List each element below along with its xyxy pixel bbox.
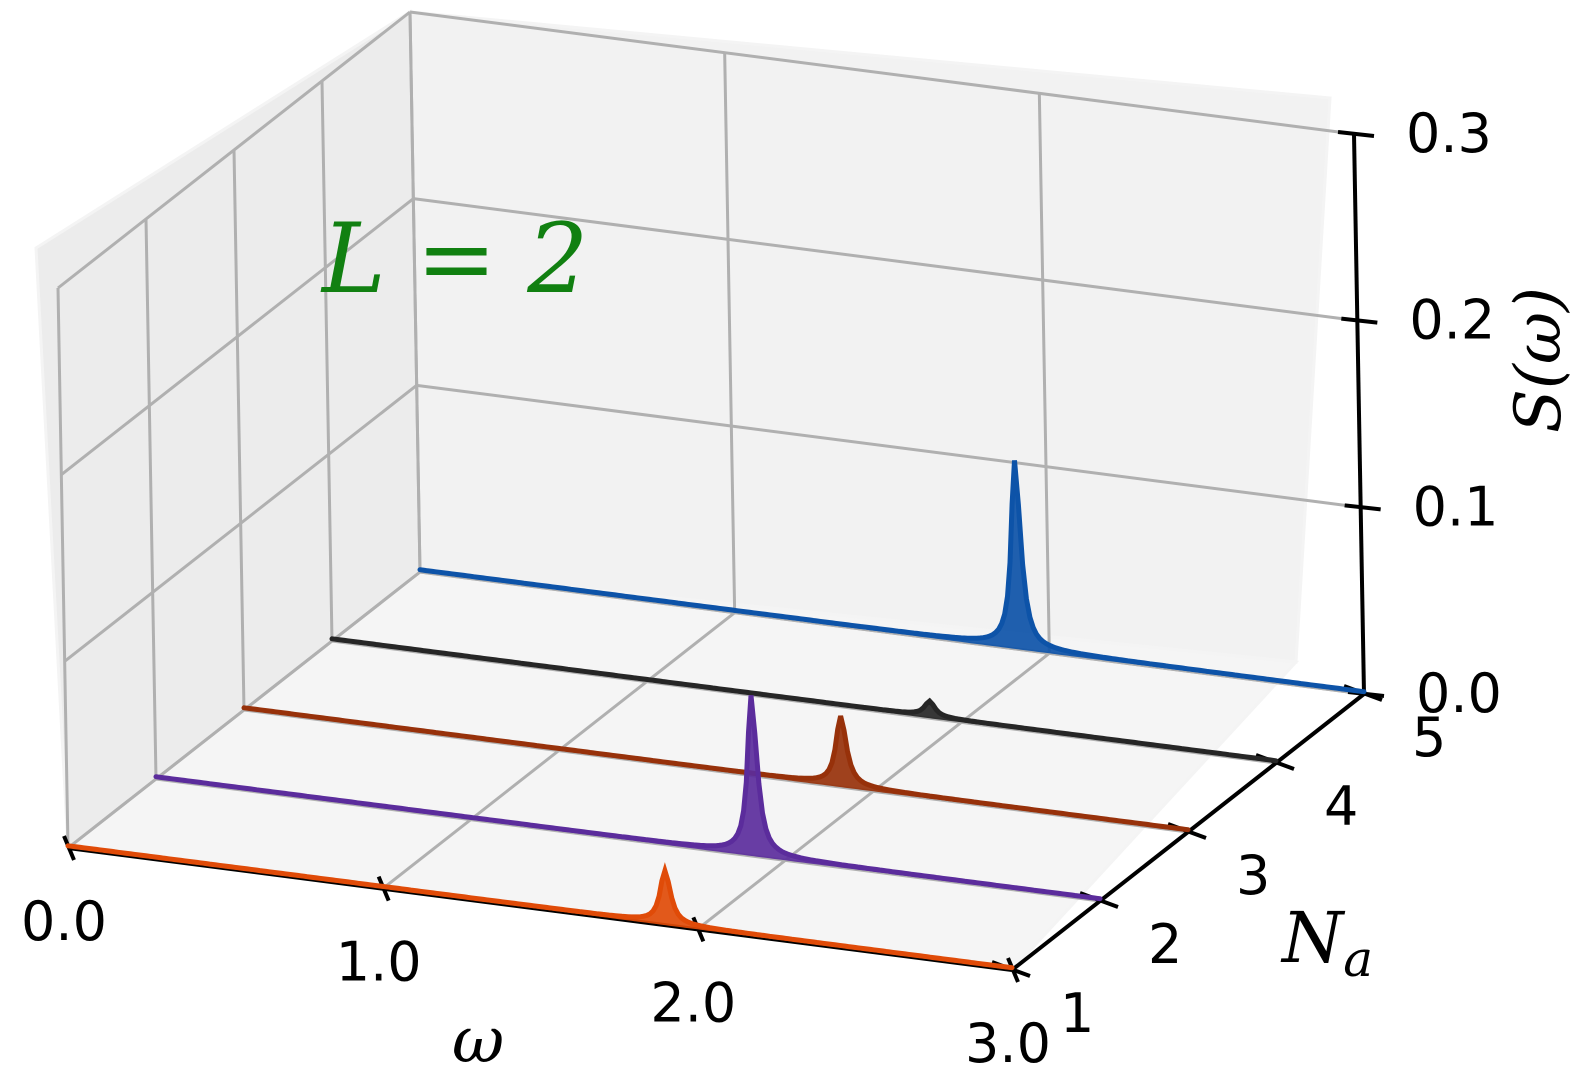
grid-left-z (60, 197, 415, 476)
back-wall (408, 10, 1332, 664)
z-tick-label: 0.2 (1409, 289, 1495, 352)
x-tick-label: 3.0 (965, 1012, 1051, 1074)
grid-back-x (1037, 93, 1051, 654)
z-tick-label: 0.0 (1416, 662, 1502, 725)
z-axis-label: S(ω) (1502, 287, 1576, 433)
x-tick-label: 0.0 (21, 890, 107, 953)
grid-left-z (57, 10, 411, 290)
grid-back-z (416, 383, 1361, 509)
y-tick-label: 5 (1412, 706, 1446, 769)
z-tick-mark (1341, 316, 1378, 325)
series-line-na-4 (329, 636, 1279, 764)
grid-left-y (408, 11, 422, 573)
y-tick-label: 3 (1236, 844, 1270, 907)
y-axis-label: Na (1280, 897, 1373, 988)
grid-left-z (63, 384, 418, 663)
z-tick-mark (1344, 503, 1381, 512)
grid-left-y (144, 218, 158, 780)
y-tick-label: 4 (1324, 775, 1358, 838)
y-axis-label-sub: a (1343, 930, 1373, 988)
grid-back-x (723, 52, 737, 613)
series-line-na-3 (241, 705, 1191, 833)
series-line-na-2 (153, 695, 1103, 902)
z-tick-label: 0.3 (1406, 102, 1492, 165)
x-tick-label: 2.0 (650, 971, 736, 1034)
z-axis-line (1352, 133, 1366, 695)
z-tick-mark (1337, 130, 1375, 138)
grid-left-y (232, 149, 246, 711)
series-line-na-5 (417, 460, 1367, 695)
y-tick-label: 2 (1148, 913, 1182, 976)
z-tick-label: 0.1 (1413, 475, 1499, 538)
y-tick-label: 1 (1060, 982, 1094, 1045)
x-tick-label: 1.0 (336, 931, 422, 994)
grid-back-z (413, 197, 1358, 323)
grid-back-z (409, 10, 1355, 136)
series-line-na-1 (65, 843, 1015, 971)
grid-left-y (320, 80, 334, 642)
annotation-label: L = 2 (320, 203, 588, 315)
y-axis-label-main: N (1280, 897, 1346, 979)
series-group (65, 460, 1367, 971)
x-axis-label: ω (452, 1004, 504, 1074)
grid-left-y (56, 287, 70, 849)
